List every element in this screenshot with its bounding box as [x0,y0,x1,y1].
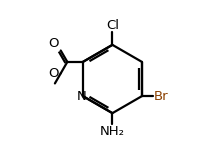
Text: O: O [49,37,59,50]
Text: NH₂: NH₂ [100,125,125,138]
Text: Cl: Cl [106,19,119,32]
Text: Br: Br [154,90,168,103]
Text: N: N [77,90,87,103]
Text: O: O [48,67,58,80]
